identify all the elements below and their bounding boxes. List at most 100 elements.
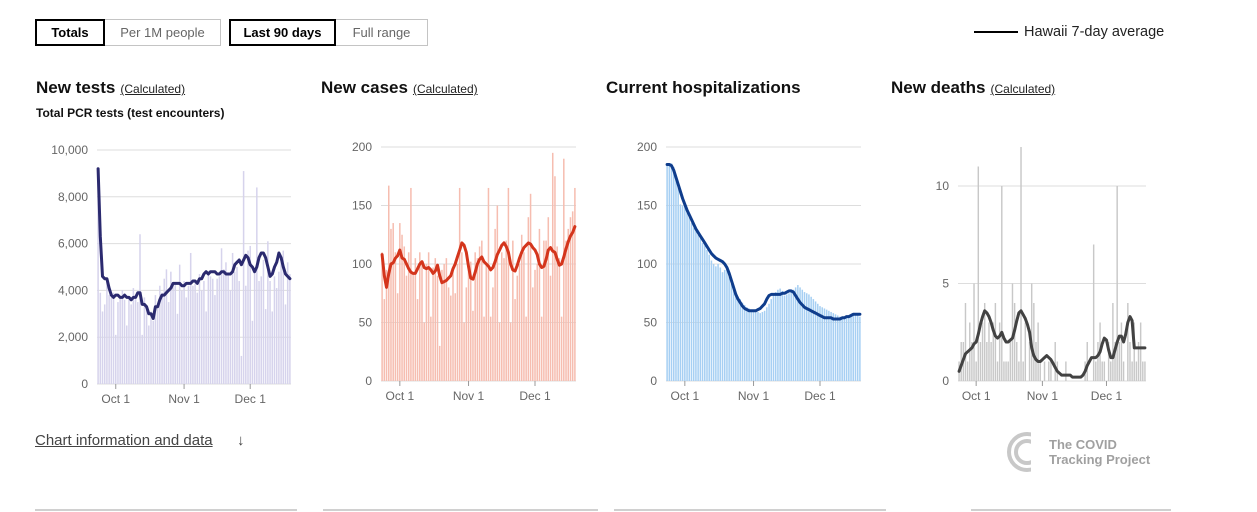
data-bar [231,252,234,384]
data-bar [830,311,832,381]
data-bar [1107,342,1110,381]
chart-info-link[interactable]: Chart information and data [35,432,213,449]
data-bar [996,361,999,381]
data-bar [1009,342,1012,381]
data-bar [469,261,472,381]
data-bar [737,296,739,381]
data-bar [1118,342,1121,381]
y-tick-label: 200 [637,140,657,154]
data-bar [977,166,980,381]
data-bar [754,310,757,381]
download-arrow-icon[interactable]: ↓ [237,432,245,449]
data-bar [450,295,452,381]
data-bar [110,297,113,384]
last-90-days-button[interactable]: Last 90 days [229,19,336,46]
data-bar [859,316,861,381]
data-bar [1127,303,1129,381]
data-bar [1003,361,1005,381]
data-bar [512,240,514,381]
data-bar [1120,322,1123,381]
y-tick-label: 200 [352,140,372,154]
data-bar [509,322,512,381]
tests-calculated-link[interactable]: (Calculated) [120,82,186,96]
data-bar [986,342,988,381]
data-bar [454,293,456,381]
data-bar [814,301,817,381]
data-bar [668,163,671,381]
data-bar [777,289,779,381]
data-bar [159,285,161,384]
data-bar [975,361,977,381]
data-bar [1037,322,1039,381]
data-bar [251,320,254,384]
data-bar [670,163,673,381]
data-bar [472,310,474,381]
data-bar [1039,361,1041,381]
data-bar [407,252,410,381]
data-bar [134,295,137,384]
data-bar [1024,322,1027,381]
data-bar [483,316,485,381]
data-bar [478,246,481,381]
data-bar [748,308,750,381]
data-bar [545,240,547,381]
data-bar [684,205,686,381]
data-bar [817,303,819,381]
y-tick-label: 8,000 [58,190,88,204]
hospitalizations-chart-header: Current hospitalizations [606,78,876,104]
data-bar [260,276,262,384]
data-bar [256,187,258,384]
data-bar [416,299,419,381]
x-tick-label: Oct 1 [101,392,130,406]
data-bar [766,307,768,381]
data-bar [571,211,574,381]
data-bar [207,274,210,384]
y-tick-label: 10,000 [51,143,88,157]
covid-tracking-project-brand: The COVID Tracking Project [1007,430,1167,474]
data-bar [803,292,806,381]
x-tick-label: Nov 1 [453,389,485,403]
average-line [96,167,292,320]
data-bar [854,314,857,381]
data-bar [467,269,470,381]
average-line [957,309,1147,379]
data-bar [1065,361,1067,381]
data-bar [1142,361,1144,381]
data-bar [825,309,828,381]
data-bar [726,267,728,381]
data-bar [445,258,448,381]
data-bar [108,295,110,384]
data-bar [385,269,388,381]
data-bar [779,288,781,381]
data-bar [262,259,265,384]
full-range-button[interactable]: Full range [336,19,428,46]
data-bar [998,322,1001,381]
data-bar [399,223,401,381]
totals-button[interactable]: Totals [35,19,105,46]
data-bar [536,264,538,381]
data-bar [456,264,459,381]
data-bar [280,262,282,384]
data-bar [238,281,240,384]
y-tick-label: 6,000 [58,237,88,251]
data-bar [717,264,719,381]
data-bar [178,264,181,384]
data-bar [686,207,688,381]
data-bar [856,315,859,381]
data-bar [203,281,205,384]
per-million-button[interactable]: Per 1M people [105,19,221,46]
data-bar [529,193,532,381]
data-bar [728,276,730,381]
data-bar [401,234,403,381]
data-bar [992,322,994,381]
data-bar [211,278,214,384]
data-bar [704,245,706,381]
data-bar [117,302,119,384]
cases-calculated-link[interactable]: (Calculated) [412,82,478,96]
data-bar [141,334,143,384]
deaths-calculated-link[interactable]: (Calculated) [990,82,1056,96]
x-tick-label: Dec 1 [1091,389,1123,403]
data-bar [289,274,291,384]
data-bar [128,297,130,384]
